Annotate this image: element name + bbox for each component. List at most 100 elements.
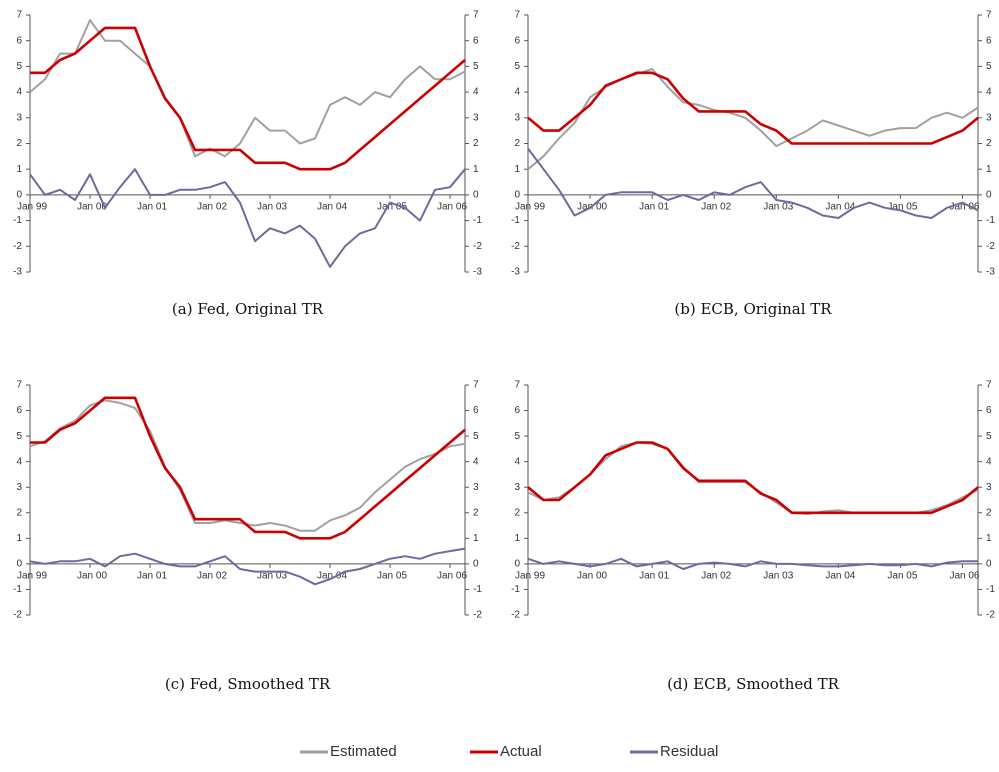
y-tick-label: -3 (13, 267, 22, 278)
x-tick-label: Jan 00 (577, 571, 607, 582)
x-tick-label: Jan 03 (763, 571, 793, 582)
y2-tick-label: 5 (473, 431, 479, 442)
legend-label: Actual (500, 743, 542, 760)
x-tick-label: Jan 05 (377, 571, 407, 582)
y2-tick-label: 5 (473, 61, 479, 72)
x-tick-label: Jan 00 (77, 571, 107, 582)
series-line (527, 147, 979, 219)
x-tick-label: Jan 04 (825, 571, 855, 582)
y-tick-label: -1 (511, 215, 520, 226)
x-tick-label: Jan 06 (949, 202, 979, 213)
y-tick-label: 7 (16, 380, 22, 391)
x-tick-label: Jan 02 (701, 202, 731, 213)
x-tick-label: Jan 01 (137, 202, 167, 213)
legend-label: Estimated (330, 743, 397, 760)
y2-tick-label: 0 (473, 559, 479, 570)
y2-tick-label: 5 (986, 61, 992, 72)
series-line (527, 557, 978, 570)
caption: (d) ECB, Smoothed TR (667, 675, 840, 693)
y2-tick-label: 7 (473, 380, 479, 391)
y2-tick-label: 6 (986, 35, 992, 46)
y-tick-label: 4 (16, 456, 22, 467)
y2-tick-label: 1 (986, 164, 992, 175)
x-tick-label: Jan 06 (437, 571, 467, 582)
y2-tick-label: -1 (986, 215, 995, 226)
y-tick-label: 5 (514, 61, 520, 72)
y2-tick-label: 6 (986, 405, 992, 416)
y2-tick-label: 4 (473, 87, 479, 98)
x-tick-label: Jan 05 (887, 571, 917, 582)
y2-tick-label: 7 (986, 10, 992, 21)
x-tick-label: Jan 03 (257, 571, 287, 582)
x-tick-label: Jan 04 (317, 571, 347, 582)
series-line (527, 441, 979, 515)
x-tick-label: Jan 02 (197, 571, 227, 582)
legend-label: Residual (660, 743, 718, 760)
y-tick-label: 5 (16, 431, 22, 442)
x-tick-label: Jan 04 (825, 202, 855, 213)
y2-tick-label: 3 (473, 482, 479, 493)
caption: (a) Fed, Original TR (172, 300, 324, 318)
series-line (527, 71, 979, 145)
y-tick-label: 2 (514, 138, 520, 149)
y-tick-label: 7 (514, 380, 520, 391)
y2-tick-label: 3 (986, 482, 992, 493)
series-line (29, 168, 466, 268)
y-tick-label: 0 (514, 190, 520, 201)
y-tick-label: 2 (16, 138, 22, 149)
y2-tick-label: 2 (986, 138, 992, 149)
y-tick-label: 5 (16, 61, 22, 72)
caption: (b) ECB, Original TR (674, 300, 832, 318)
x-tick-label: Jan 99 (515, 571, 545, 582)
y-tick-label: 2 (16, 507, 22, 518)
y-tick-label: -2 (13, 241, 22, 252)
y-tick-label: 6 (514, 35, 520, 46)
x-tick-label: Jan 04 (317, 202, 347, 213)
series-line (29, 399, 466, 532)
x-tick-label: Jan 01 (639, 571, 669, 582)
y2-tick-label: -1 (473, 584, 482, 595)
y2-tick-label: -2 (473, 610, 482, 621)
y2-tick-label: 7 (473, 10, 479, 21)
y2-tick-label: 3 (473, 112, 479, 123)
y-tick-label: -1 (511, 584, 520, 595)
y-tick-label: 7 (16, 10, 22, 21)
x-tick-label: Jan 01 (137, 571, 167, 582)
x-tick-label: Jan 05 (887, 202, 917, 213)
y2-tick-label: 2 (473, 507, 479, 518)
series-line (29, 19, 466, 158)
y-tick-label: 3 (16, 112, 22, 123)
y-tick-label: 4 (16, 87, 22, 98)
y-tick-label: 0 (16, 190, 22, 201)
y-tick-label: 0 (16, 559, 22, 570)
y-tick-label: 6 (16, 405, 22, 416)
x-tick-label: Jan 02 (701, 571, 731, 582)
y-tick-label: 1 (16, 533, 22, 544)
x-tick-label: Jan 99 (17, 202, 47, 213)
y2-tick-label: -2 (986, 610, 995, 621)
y-tick-label: 3 (514, 482, 520, 493)
x-tick-label: Jan 03 (257, 202, 287, 213)
y-tick-label: 6 (514, 405, 520, 416)
y-tick-label: 0 (514, 559, 520, 570)
y-tick-label: -3 (511, 267, 520, 278)
series-line (30, 26, 466, 171)
y-tick-label: -1 (13, 584, 22, 595)
x-tick-label: Jan 99 (17, 571, 47, 582)
y2-tick-label: -2 (473, 241, 482, 252)
y2-tick-label: -1 (986, 584, 995, 595)
y-tick-label: 1 (514, 533, 520, 544)
y-tick-label: 2 (514, 507, 520, 518)
x-tick-label: Jan 00 (77, 202, 107, 213)
y-tick-label: -2 (13, 610, 22, 621)
y-tick-label: 1 (514, 164, 520, 175)
x-tick-label: Jan 01 (639, 202, 669, 213)
y2-tick-label: 1 (473, 533, 479, 544)
y2-tick-label: -2 (986, 241, 995, 252)
y2-tick-label: 5 (986, 431, 992, 442)
y2-tick-label: 4 (986, 87, 992, 98)
y-tick-label: 3 (16, 482, 22, 493)
y-tick-label: -2 (511, 241, 520, 252)
y2-tick-label: -3 (473, 267, 482, 278)
